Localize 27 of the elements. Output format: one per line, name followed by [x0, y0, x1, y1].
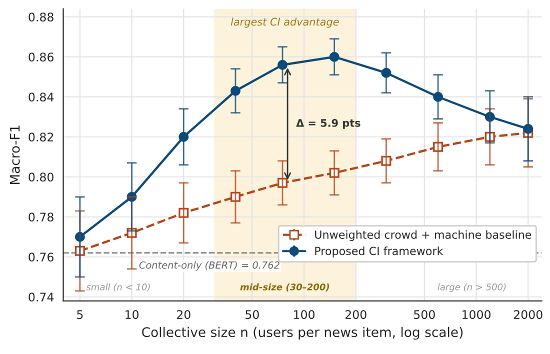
y-axis-title: Macro-F1: [10, 126, 20, 184]
y-tick-label: 0.88: [28, 12, 54, 22]
annotation: small (n < 10): [86, 283, 150, 292]
y-tick-label: 0.80: [28, 172, 54, 182]
band-label: largest CI advantage: [230, 18, 339, 28]
y-tick-label: 0.74: [28, 292, 54, 302]
x-tick-label: 2000: [514, 310, 542, 320]
y-tick-label: 0.86: [28, 52, 54, 62]
x-axis-title: Collective size n (users per news item, log scale): [142, 326, 463, 340]
annotation: Δ = 5.9 pts: [296, 119, 360, 129]
legend-label: Proposed CI framework: [315, 246, 444, 258]
x-tick-label: 20: [176, 310, 190, 320]
x-tick-label: 200: [345, 310, 366, 320]
legend-label: Unweighted crowd + machine baseline: [315, 230, 532, 242]
y-tick-label: 0.78: [28, 212, 54, 222]
y-tick-label: 0.82: [28, 132, 54, 142]
x-tick-label: 500: [414, 310, 435, 320]
x-tick-label: 100: [294, 310, 315, 320]
annotation: large (n > 500): [438, 283, 506, 292]
x-tick-label: 10: [126, 310, 139, 320]
x-tick-label: 1000: [462, 310, 490, 320]
x-tick-label: 50: [246, 310, 259, 320]
x-tick-label: 5: [77, 310, 83, 320]
y-tick-label: 0.76: [28, 252, 54, 262]
y-tick-label: 0.84: [28, 92, 54, 102]
ref-line-label: Content-only (BERT) = 0.762: [139, 261, 280, 271]
annotation: mid-size (30–200): [240, 283, 330, 292]
